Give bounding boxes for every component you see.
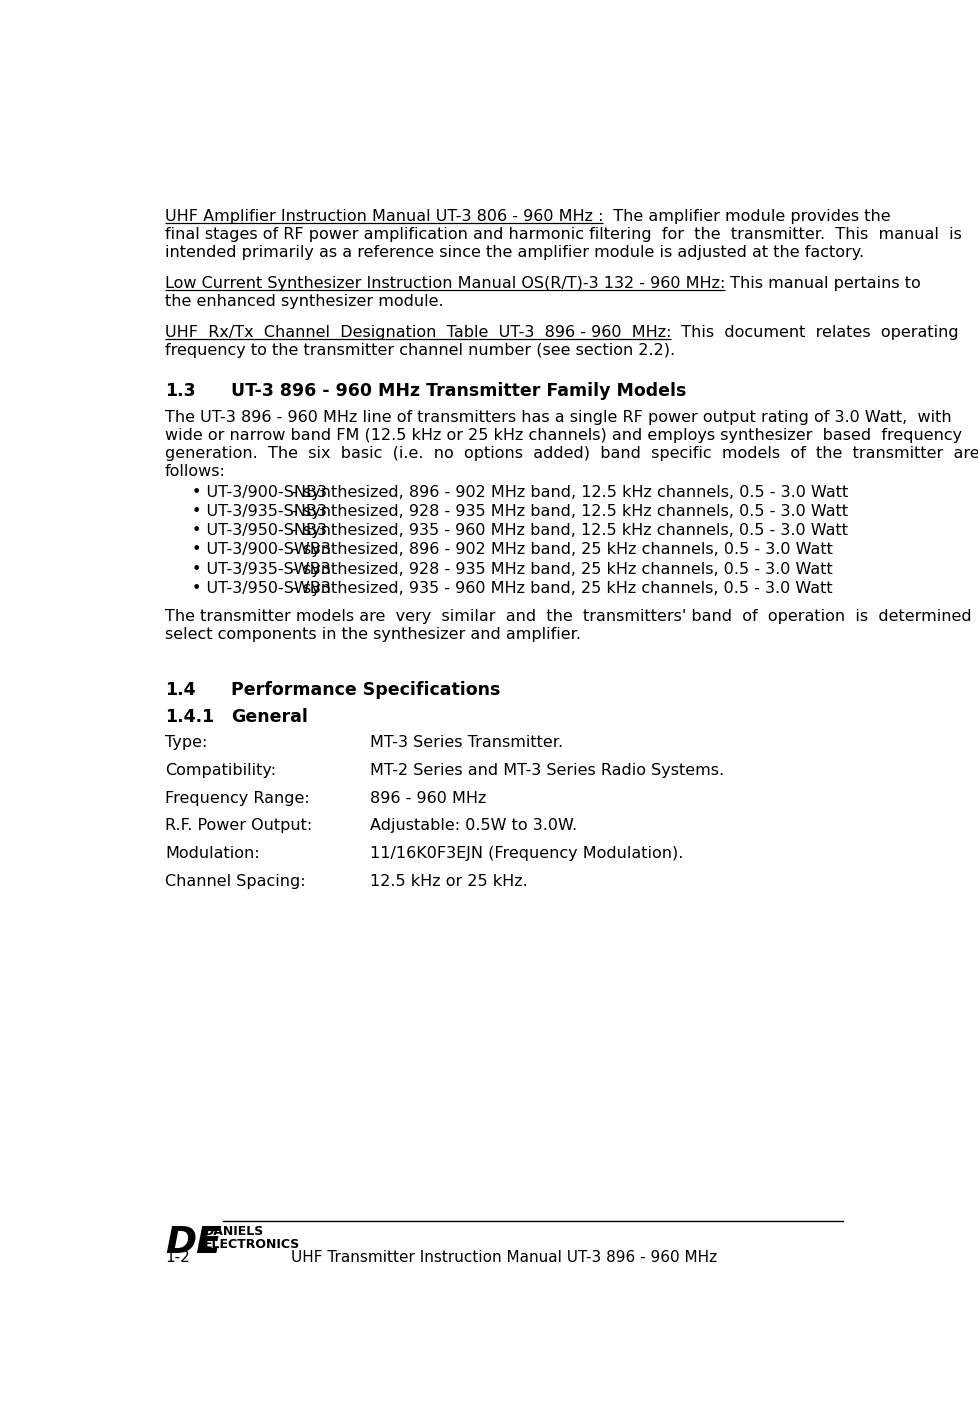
Text: 1.3: 1.3 [165,382,196,400]
Text: R.F. Power Output:: R.F. Power Output: [165,819,312,833]
Text: 1.4.1: 1.4.1 [165,708,214,726]
Text: 11/16K0F3EJN (Frequency Modulation).: 11/16K0F3EJN (Frequency Modulation). [370,846,683,862]
Text: final stages of RF power amplification and harmonic filtering  for  the  transmi: final stages of RF power amplification a… [165,226,961,242]
Text: wide or narrow band FM (12.5 kHz or 25 kHz channels) and employs synthesizer  ba: wide or narrow band FM (12.5 kHz or 25 k… [165,427,961,443]
Text: generation.  The  six  basic  (i.e.  no  options  added)  band  specific  models: generation. The six basic (i.e. no optio… [165,446,978,461]
Text: frequency to the transmitter channel number (see section 2.2).: frequency to the transmitter channel num… [165,343,675,357]
Text: ELECTRONICS: ELECTRONICS [203,1237,299,1252]
Text: the enhanced synthesizer module.: the enhanced synthesizer module. [165,293,443,309]
Text: 1.4: 1.4 [165,681,196,699]
Text: MT-2 Series and MT-3 Series Radio Systems.: MT-2 Series and MT-3 Series Radio System… [370,763,724,778]
Text: Compatibility:: Compatibility: [165,763,276,778]
Text: intended primarily as a reference since the amplifier module is adjusted at the : intended primarily as a reference since … [165,245,864,261]
Text: Channel Spacing:: Channel Spacing: [165,874,305,889]
Text: • UT-3/950-SNB3: • UT-3/950-SNB3 [192,524,327,538]
Text: • UT-3/950-SWB3: • UT-3/950-SWB3 [192,581,331,595]
Text: - synthesized, 928 - 935 MHz band, 12.5 kHz channels, 0.5 - 3.0 Watt: - synthesized, 928 - 935 MHz band, 12.5 … [288,504,848,520]
Text: • UT-3/935-SNB3: • UT-3/935-SNB3 [192,504,327,520]
Text: DANIELS: DANIELS [203,1225,264,1237]
Text: select components in the synthesizer and amplifier.: select components in the synthesizer and… [165,627,580,642]
Text: UHF Transmitter Instruction Manual UT-3 896 - 960 MHz: UHF Transmitter Instruction Manual UT-3 … [290,1250,717,1266]
Text: Frequency Range:: Frequency Range: [165,790,309,806]
Text: Modulation:: Modulation: [165,846,259,862]
Text: Adjustable: 0.5W to 3.0W.: Adjustable: 0.5W to 3.0W. [370,819,577,833]
Text: • UT-3/900-SWB3: • UT-3/900-SWB3 [192,543,331,557]
Text: UHF  Rx/Tx  Channel  Designation  Table  UT-3  896 - 960  MHz:: UHF Rx/Tx Channel Designation Table UT-3… [165,325,671,340]
Text: This manual pertains to: This manual pertains to [725,276,920,290]
Text: General: General [231,708,307,726]
Text: 12.5 kHz or 25 kHz.: 12.5 kHz or 25 kHz. [370,874,527,889]
Text: - synthesized, 935 - 960 MHz band, 25 kHz channels, 0.5 - 3.0 Watt: - synthesized, 935 - 960 MHz band, 25 kH… [288,581,832,595]
Text: Performance Specifications: Performance Specifications [231,681,500,699]
Text: 896 - 960 MHz: 896 - 960 MHz [370,790,486,806]
Text: - synthesized, 928 - 935 MHz band, 25 kHz channels, 0.5 - 3.0 Watt: - synthesized, 928 - 935 MHz band, 25 kH… [288,561,832,577]
Text: Low Current Synthesizer Instruction Manual OS(R/T)-3 132 - 960 MHz:: Low Current Synthesizer Instruction Manu… [165,276,725,290]
Text: UHF Amplifier Instruction Manual UT-3 806 - 960 MHz :: UHF Amplifier Instruction Manual UT-3 80… [165,208,602,224]
Text: The UT-3 896 - 960 MHz line of transmitters has a single RF power output rating : The UT-3 896 - 960 MHz line of transmitt… [165,410,951,424]
Text: The transmitter models are  very  similar  and  the  transmitters' band  of  ope: The transmitter models are very similar … [165,609,978,624]
Text: • UT-3/900-SNB3: • UT-3/900-SNB3 [192,486,327,500]
Text: UT-3 896 - 960 MHz Transmitter Family Models: UT-3 896 - 960 MHz Transmitter Family Mo… [231,382,686,400]
Text: Type:: Type: [165,735,207,750]
Text: - synthesized, 896 - 902 MHz band, 12.5 kHz channels, 0.5 - 3.0 Watt: - synthesized, 896 - 902 MHz band, 12.5 … [288,486,848,500]
Text: - synthesized, 935 - 960 MHz band, 12.5 kHz channels, 0.5 - 3.0 Watt: - synthesized, 935 - 960 MHz band, 12.5 … [288,524,848,538]
Text: - synthesized, 896 - 902 MHz band, 25 kHz channels, 0.5 - 3.0 Watt: - synthesized, 896 - 902 MHz band, 25 kH… [288,543,832,557]
Text: • UT-3/935-SWB3: • UT-3/935-SWB3 [192,561,331,577]
Text: follows:: follows: [165,464,226,478]
Text: MT-3 Series Transmitter.: MT-3 Series Transmitter. [370,735,563,750]
Text: This  document  relates  operating: This document relates operating [671,325,958,340]
Text: DE: DE [165,1225,222,1262]
Text: 1-2: 1-2 [165,1250,190,1266]
Text: The amplifier module provides the: The amplifier module provides the [602,208,890,224]
